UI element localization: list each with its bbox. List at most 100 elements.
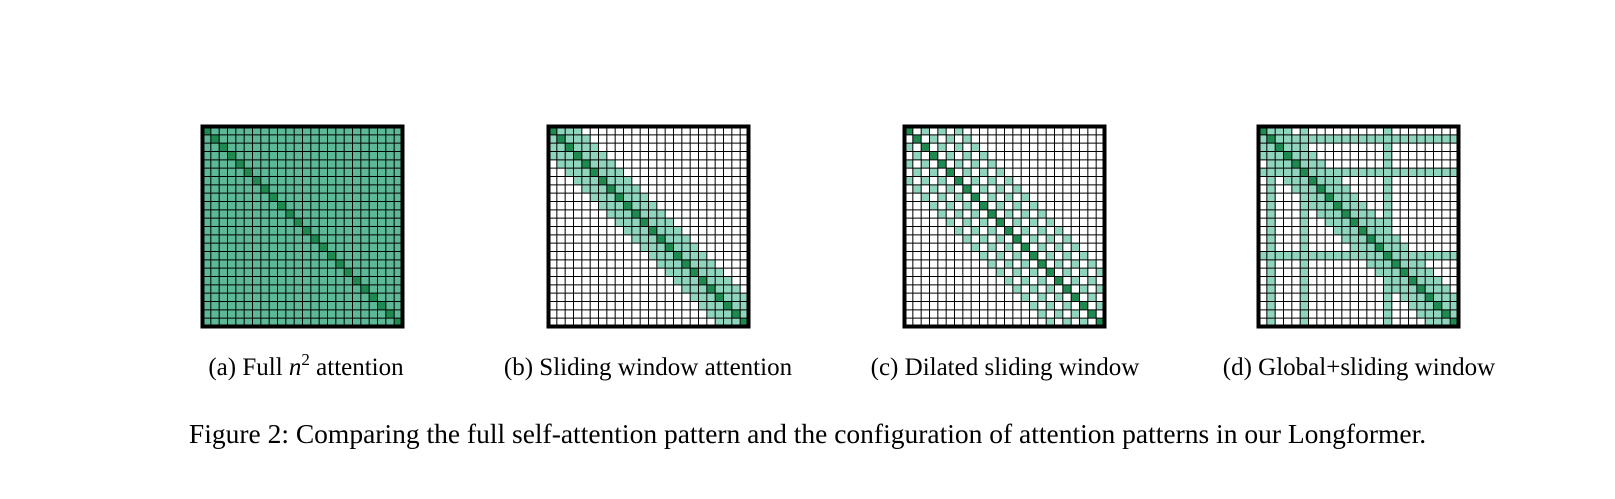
attention-cell [319, 276, 328, 285]
attention-cell [360, 251, 370, 260]
attention-cell [219, 218, 228, 227]
attention-cell [269, 284, 278, 294]
attention-cell [302, 259, 311, 269]
attention-cell [327, 134, 336, 144]
attention-cell [319, 201, 328, 210]
attention-cell [219, 151, 228, 160]
attention-cell [352, 159, 361, 169]
attention-cell [302, 293, 311, 302]
diagonal-cell [715, 293, 724, 302]
attention-cell [1037, 309, 1047, 319]
attention-cell [302, 209, 311, 219]
attention-cell [285, 134, 295, 144]
attention-cell [310, 276, 320, 285]
attention-cell [294, 176, 303, 185]
attention-cell [352, 176, 361, 185]
diagonal-cell [352, 276, 361, 285]
subcaption-a-variable: n [288, 354, 302, 381]
attention-cell [1316, 176, 1326, 185]
attention-cell [385, 243, 395, 252]
attention-cell [1416, 309, 1426, 319]
attention-cell [731, 301, 741, 310]
diagonal-cell [979, 201, 988, 210]
attention-cell [954, 209, 963, 219]
attention-cell [244, 159, 253, 169]
attention-cell [235, 301, 245, 310]
attention-cell [573, 126, 582, 135]
attention-cell [377, 226, 386, 235]
diagonal-cell [1291, 159, 1301, 169]
attention-cell [210, 301, 220, 310]
attention-cell [1400, 134, 1409, 144]
attention-cell [302, 126, 311, 135]
attention-cell [715, 276, 724, 285]
attention-cell [1258, 143, 1267, 152]
attention-cell [987, 226, 997, 235]
attention-cell [244, 251, 253, 260]
attention-cell [235, 284, 245, 294]
diagonal-cell [369, 293, 378, 302]
attention-cell [260, 268, 270, 277]
attention-cell [673, 243, 682, 252]
attention-cell [369, 126, 378, 135]
attention-cell [1325, 176, 1334, 185]
attention-cell [377, 318, 386, 327]
attention-cell [252, 126, 261, 135]
attention-cell [285, 126, 295, 135]
attention-cell [202, 309, 211, 319]
attention-cell [1333, 134, 1342, 144]
attention-cell [344, 184, 353, 194]
attention-cell [210, 259, 220, 269]
attention-cell [277, 234, 286, 244]
attention-cell [369, 243, 378, 252]
attention-cell [1291, 251, 1301, 260]
attention-cell [210, 159, 220, 169]
attention-cell [385, 259, 395, 269]
attention-cell [202, 251, 211, 260]
attention-cell [1325, 184, 1334, 194]
attention-cell [377, 293, 386, 302]
attention-cell [979, 151, 988, 160]
attention-cell [319, 193, 328, 202]
attention-cell [302, 134, 311, 144]
attention-cell [294, 193, 303, 202]
attention-cell [656, 209, 666, 219]
attention-cell [1266, 243, 1276, 252]
diagonal-cell [1275, 143, 1284, 152]
attention-cell [277, 184, 286, 194]
attention-cell [310, 218, 320, 227]
attention-cell [1341, 251, 1351, 260]
attention-cell [921, 159, 930, 169]
attention-cell [260, 226, 270, 235]
diagonal-cell [1441, 309, 1451, 319]
attention-cell [294, 259, 303, 269]
attention-cell [1408, 301, 1417, 310]
attention-cell [227, 209, 236, 219]
attention-cell [377, 126, 386, 135]
attention-cell [227, 259, 236, 269]
attention-cell [1300, 126, 1309, 135]
attention-cell [377, 276, 386, 285]
attention-cell [327, 193, 336, 202]
attention-cell [1383, 318, 1392, 327]
diagonal-cell [1266, 134, 1276, 144]
attention-cell [1425, 134, 1434, 144]
attention-cell [1350, 234, 1359, 244]
matrix-frame [1256, 124, 1461, 329]
attention-cell [1341, 134, 1351, 144]
attention-cell [202, 301, 211, 310]
attention-cell [1366, 226, 1376, 235]
diagonal-cell [1021, 243, 1030, 252]
attention-cell [1333, 209, 1342, 219]
attention-cell [277, 209, 286, 219]
attention-cell [656, 218, 666, 227]
attention-cell [302, 168, 311, 177]
attention-cell [352, 318, 361, 327]
attention-cell [310, 209, 320, 219]
attention-cell [1087, 259, 1097, 269]
attention-cell [1433, 276, 1442, 285]
attention-cell [1300, 243, 1309, 252]
attention-cell [394, 234, 403, 244]
attention-cell [369, 143, 378, 152]
attention-cell [302, 218, 311, 227]
